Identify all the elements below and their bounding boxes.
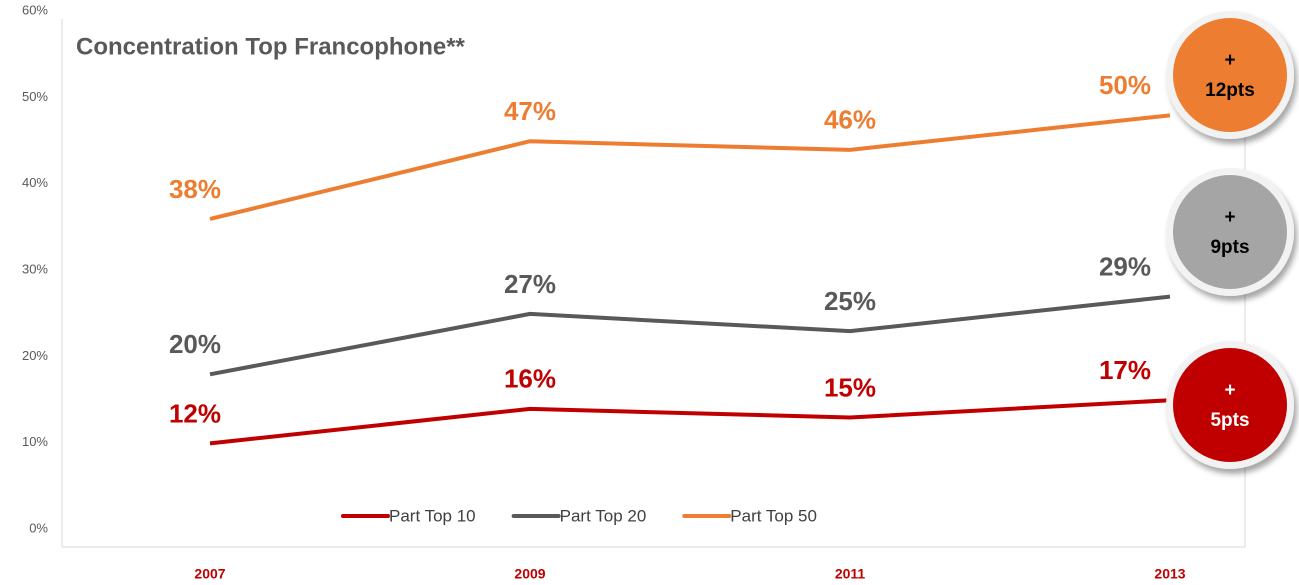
y-tick-label: 0% xyxy=(29,520,48,535)
legend-label: Part Top 20 xyxy=(560,506,647,525)
data-label: 20% xyxy=(169,329,221,359)
badge xyxy=(1173,18,1287,132)
legend-label: Part Top 50 xyxy=(730,506,817,525)
series-line xyxy=(209,398,1171,446)
badge-text: 12pts xyxy=(1205,80,1255,101)
y-tick-label: 60% xyxy=(22,2,48,17)
y-tick-label: 30% xyxy=(22,261,48,276)
badge-text: + xyxy=(1224,380,1235,401)
data-label: 47% xyxy=(504,96,556,126)
data-label: 12% xyxy=(169,398,221,428)
badge-text: + xyxy=(1224,50,1235,71)
data-label: 27% xyxy=(504,269,556,299)
chart-title: Concentration Top Francophone** xyxy=(76,33,466,60)
data-label: 46% xyxy=(824,105,876,135)
x-tick-label: 2011 xyxy=(835,566,866,582)
y-tick-label: 20% xyxy=(22,348,48,363)
badge-text: 5pts xyxy=(1210,410,1249,431)
badge-text: 9pts xyxy=(1210,237,1249,258)
x-tick-label: 2007 xyxy=(194,566,225,582)
data-label: 15% xyxy=(824,372,876,402)
data-label: 38% xyxy=(169,174,221,204)
y-tick-label: 10% xyxy=(22,434,48,449)
data-label: 25% xyxy=(824,286,876,316)
series-line xyxy=(209,113,1171,221)
badge xyxy=(1173,348,1287,462)
legend-label: Part Top 10 xyxy=(389,506,476,525)
x-tick-label: 2013 xyxy=(1154,566,1185,582)
series-line xyxy=(209,294,1171,377)
badge xyxy=(1173,175,1287,289)
badge-text: + xyxy=(1224,207,1235,228)
data-label: 17% xyxy=(1099,355,1151,385)
data-label: 50% xyxy=(1099,70,1151,100)
x-tick-label: 2009 xyxy=(514,566,545,582)
data-label: 16% xyxy=(504,364,556,394)
data-label: 29% xyxy=(1099,252,1151,282)
y-tick-label: 50% xyxy=(22,89,48,104)
y-tick-label: 40% xyxy=(22,175,48,190)
